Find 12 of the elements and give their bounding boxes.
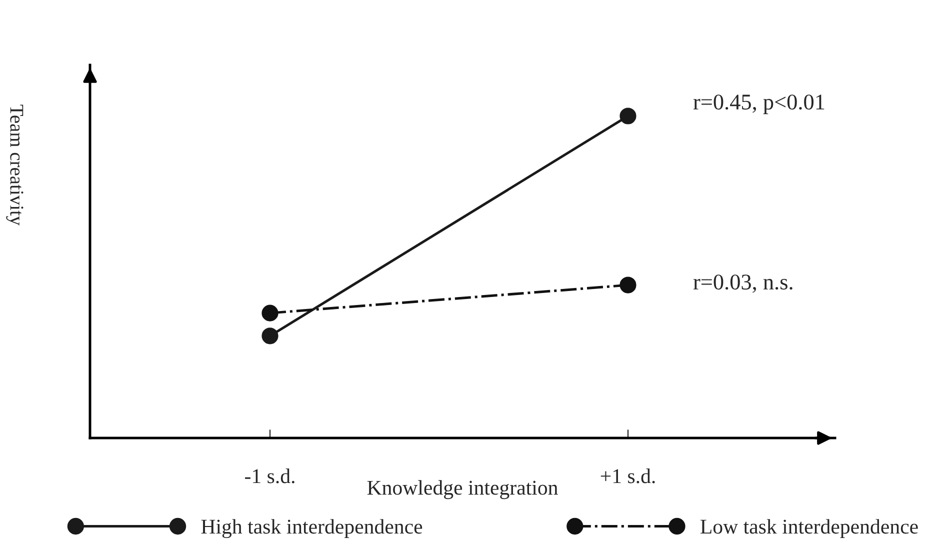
legend-label: Low task interdependence (700, 519, 918, 538)
point (620, 108, 636, 124)
text: r=0.45, p<0.01 (693, 94, 824, 114)
y-axis-title: Team creativity (6, 104, 24, 226)
x-tick-label: -1 s.d. (245, 468, 294, 484)
point (262, 304, 278, 322)
legend-label: High task interdependence (201, 519, 422, 538)
point (262, 328, 278, 344)
annotation: r=0.03, n.s. (693, 274, 792, 293)
point (620, 276, 636, 294)
x-tick-label: +1 s.d. (600, 468, 655, 484)
x-axis-title: Knowledge integration (367, 480, 558, 500)
